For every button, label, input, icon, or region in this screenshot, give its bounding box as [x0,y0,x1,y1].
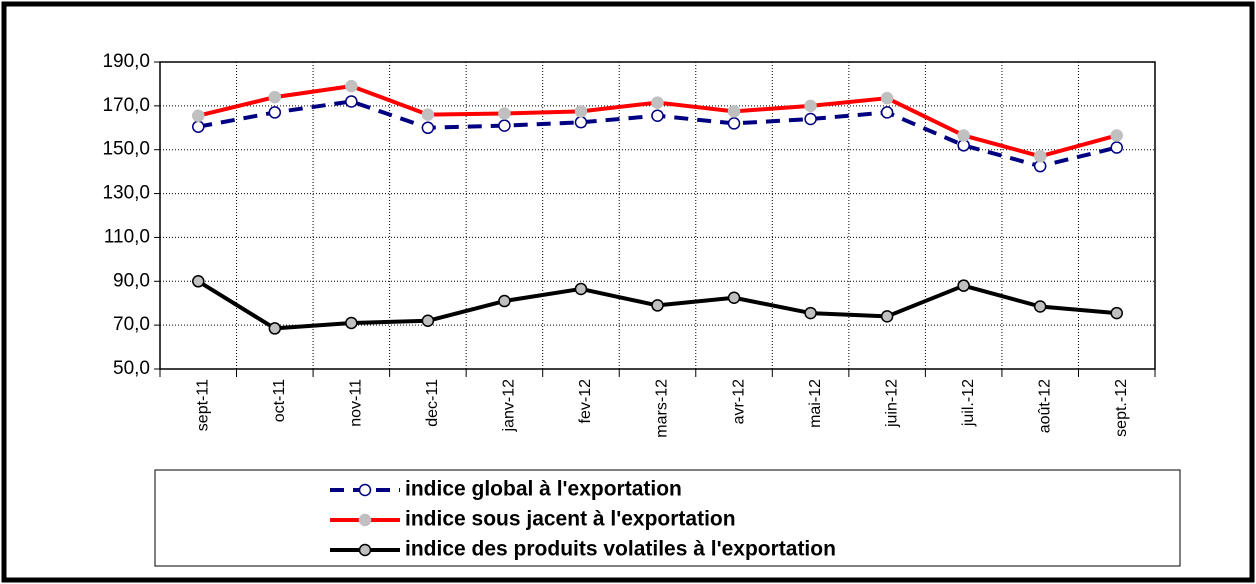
marker [574,282,588,296]
marker [804,306,817,320]
legend-label: indice sous jacent à l'exportation [405,508,736,531]
y-tick-label: 70,0 [113,314,150,335]
marker [880,91,894,105]
marker [192,275,205,288]
marker [880,310,894,323]
y-tick-label: 190,0 [102,51,150,72]
marker [651,96,664,109]
marker [421,108,435,121]
legend-label: indice des produits volatiles à l'export… [405,538,836,561]
marker [1110,129,1123,142]
marker [268,322,282,335]
x-tick-label: nov-11 [348,379,365,427]
marker [727,117,741,130]
marker [268,90,282,104]
x-tick-label: sept-11 [194,379,211,431]
marker [268,106,282,119]
marker [651,299,664,312]
x-tick-label: fev-12 [577,379,594,424]
x-tick-label: juin-12 [883,379,900,428]
x-tick-label: mai-12 [807,379,824,428]
marker [498,107,511,120]
y-tick-label: 50,0 [113,358,150,379]
legend-marker [358,483,372,497]
x-tick-label: mars-12 [654,379,671,438]
marker [651,109,664,122]
marker [498,294,511,308]
marker [957,279,970,292]
legend-marker [358,543,372,557]
x-tick-label: avr-12 [730,379,747,424]
marker [421,314,435,328]
marker [574,105,588,118]
marker [804,99,817,113]
marker [957,129,970,142]
x-tick-label: août-12 [1036,379,1053,433]
marker [345,95,358,108]
marker [345,316,358,330]
marker [498,119,511,132]
y-tick-label: 110,0 [104,226,150,247]
legend-label: indice global à l'exportation [405,478,682,501]
marker [727,105,741,118]
y-tick-label: 170,0 [102,95,150,116]
marker [574,116,588,129]
legend-marker [358,513,372,527]
marker [421,121,435,135]
marker [1033,150,1047,163]
marker [1033,300,1047,313]
marker [192,120,205,133]
x-tick-label: dec-11 [424,379,441,427]
marker [727,291,741,304]
x-tick-label: sept.-12 [1113,379,1130,437]
plot-frame [159,61,1156,370]
marker [345,79,358,93]
x-tick-label: janv-12 [501,379,518,433]
marker [880,106,894,119]
marker [1110,306,1123,320]
legend-box [154,469,1181,567]
x-tick-label: juil.-12 [960,379,977,427]
y-tick-label: 90,0 [113,270,150,291]
marker [1110,141,1123,154]
marker [804,112,817,126]
y-tick-label: 150,0 [102,139,150,160]
marker [192,109,205,122]
x-tick-label: oct-11 [271,379,288,422]
y-tick-label: 130,0 [102,183,150,204]
